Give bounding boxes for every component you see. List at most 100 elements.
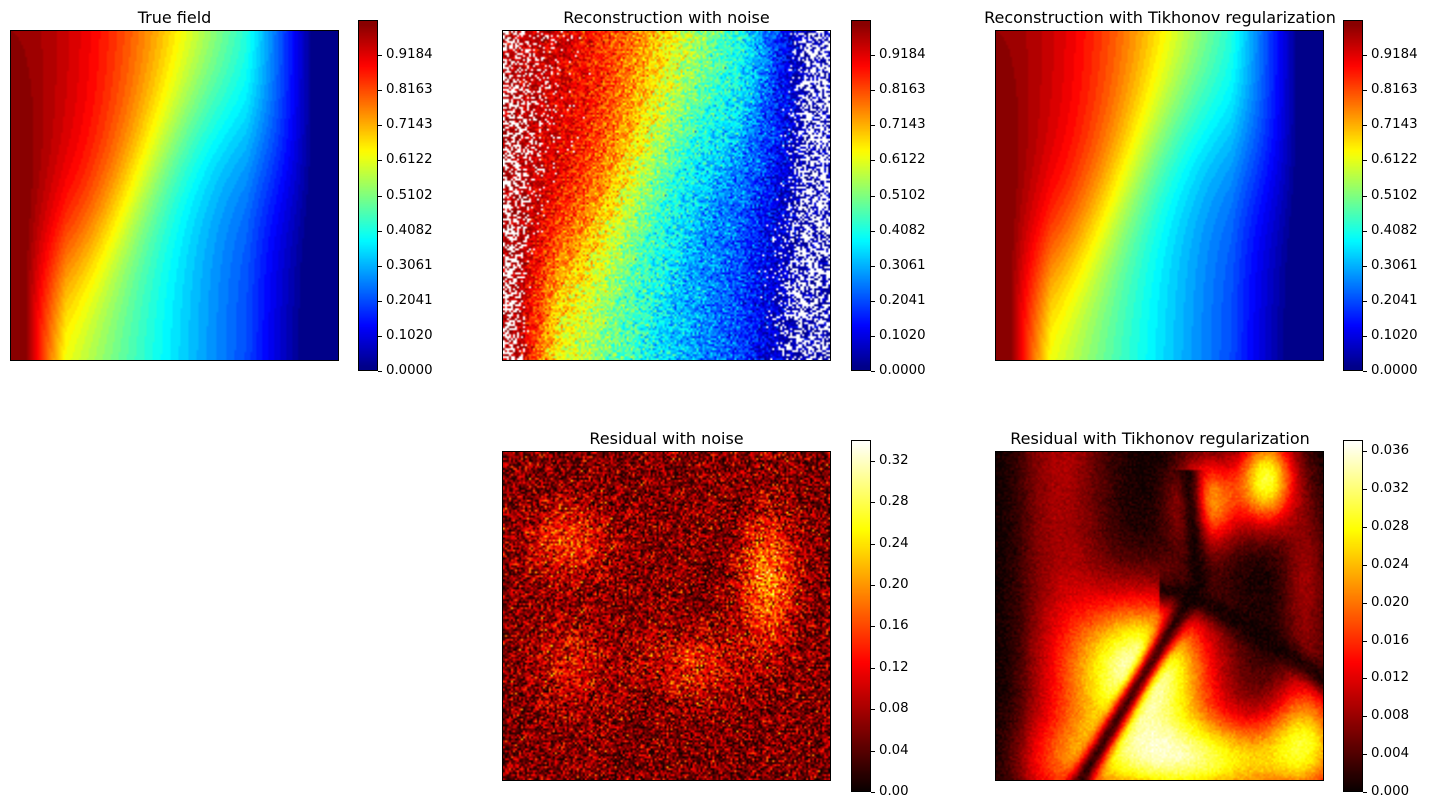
colorbar-tick-mark xyxy=(871,544,875,545)
colorbar-tick-label: 0.7143 xyxy=(378,117,433,132)
colorbar-tick-label: 0.036 xyxy=(1362,443,1410,458)
colorbar-tick-mark xyxy=(378,125,382,126)
colorbar-tick-mark xyxy=(871,301,875,302)
colorbar-tick-label: 0.3061 xyxy=(378,258,433,273)
colorbar-tick-mark xyxy=(1363,489,1367,490)
colorbar-tick-mark xyxy=(871,160,875,161)
colorbar-tick-label: 0.020 xyxy=(1362,595,1410,610)
recon-noise-heatmap xyxy=(502,30,831,361)
colorbar-tick-mark xyxy=(871,125,875,126)
colorbar-tick-label: 0.5102 xyxy=(871,188,926,203)
colorbar-tick-label: 0.024 xyxy=(1362,557,1410,572)
colorbar-tick-mark xyxy=(1363,754,1367,755)
colorbar-tick-label: 0.20 xyxy=(871,577,909,592)
colorbar-tick-mark xyxy=(871,502,875,503)
colorbar-tick-mark xyxy=(871,792,875,793)
recon-noise-title: Reconstruction with noise xyxy=(563,8,770,27)
colorbar-tick-label: 0.00 xyxy=(871,784,909,799)
colorbar-tick-label: 0.008 xyxy=(1362,708,1410,723)
recon-tikhonov-title: Reconstruction with Tikhonov regularizat… xyxy=(984,8,1336,27)
colorbar-tick-label: 0.9184 xyxy=(871,47,926,62)
colorbar-tick-mark xyxy=(1363,336,1367,337)
colorbar-tick-label: 0.6122 xyxy=(378,152,433,167)
resid-noise-colorbar xyxy=(851,440,871,792)
colorbar-tick-mark xyxy=(871,585,875,586)
colorbar-tick-label: 0.32 xyxy=(871,453,909,468)
colorbar-tick-mark xyxy=(378,266,382,267)
colorbar-tick-mark xyxy=(871,266,875,267)
recon-tikhonov-colorbar xyxy=(1343,20,1363,371)
recon-tikhonov-canvas xyxy=(996,31,1323,360)
colorbar-tick-mark xyxy=(378,90,382,91)
colorbar-tick-label: 0.8163 xyxy=(871,82,926,97)
true-field-colorbar xyxy=(358,20,378,371)
colorbar-tick-mark xyxy=(1363,527,1367,528)
colorbar-tick-mark xyxy=(871,336,875,337)
recon-tikhonov-heatmap xyxy=(995,30,1324,361)
colorbar-tick-label: 0.04 xyxy=(871,743,909,758)
colorbar-tick-mark xyxy=(1363,603,1367,604)
colorbar-tick-mark xyxy=(871,668,875,669)
colorbar-tick-label: 0.7143 xyxy=(1363,117,1418,132)
resid-tikhonov-heatmap xyxy=(995,451,1324,781)
colorbar-tick-mark xyxy=(1363,641,1367,642)
colorbar-tick-label: 0.3061 xyxy=(1363,258,1418,273)
colorbar-tick-label: 0.1020 xyxy=(1363,328,1418,343)
colorbar-tick-mark xyxy=(871,231,875,232)
colorbar-tick-label: 0.016 xyxy=(1362,633,1410,648)
resid-tikhonov-colorbar xyxy=(1343,440,1363,792)
colorbar-tick-label: 0.7143 xyxy=(871,117,926,132)
colorbar-tick-mark xyxy=(1363,678,1367,679)
colorbar-tick-label: 0.8163 xyxy=(1363,82,1418,97)
resid-tikhonov-title: Residual with Tikhonov regularization xyxy=(1010,429,1310,448)
colorbar-tick-mark xyxy=(1363,125,1367,126)
colorbar-tick-label: 0.004 xyxy=(1362,746,1410,761)
colorbar-tick-mark xyxy=(1363,565,1367,566)
colorbar-tick-mark xyxy=(1363,451,1367,452)
colorbar-tick-mark xyxy=(1363,716,1367,717)
colorbar-tick-mark xyxy=(378,336,382,337)
colorbar-tick-label: 0.8163 xyxy=(378,82,433,97)
colorbar-tick-label: 0.5102 xyxy=(1363,188,1418,203)
colorbar-tick-mark xyxy=(378,371,382,372)
colorbar-tick-label: 0.12 xyxy=(871,660,909,675)
colorbar-tick-label: 0.3061 xyxy=(871,258,926,273)
colorbar-tick-mark xyxy=(1363,792,1367,793)
resid-noise-canvas xyxy=(503,452,830,780)
resid-noise-heatmap xyxy=(502,451,831,781)
colorbar-tick-mark xyxy=(871,626,875,627)
colorbar-tick-label: 0.1020 xyxy=(378,328,433,343)
colorbar-tick-label: 0.0000 xyxy=(1363,363,1418,378)
resid-noise-title: Residual with noise xyxy=(589,429,744,448)
colorbar-tick-label: 0.9184 xyxy=(1363,47,1418,62)
colorbar-tick-mark xyxy=(1363,196,1367,197)
colorbar-tick-mark xyxy=(378,196,382,197)
colorbar-tick-mark xyxy=(871,196,875,197)
jet-colorbar-canvas xyxy=(852,21,870,370)
colorbar-tick-mark xyxy=(378,55,382,56)
hot-colorbar-canvas xyxy=(1344,441,1362,791)
colorbar-tick-label: 0.4082 xyxy=(378,223,433,238)
true-field-heatmap xyxy=(10,30,339,361)
recon-noise-canvas xyxy=(503,31,830,360)
colorbar-tick-label: 0.0000 xyxy=(378,363,433,378)
colorbar-tick-mark xyxy=(1363,231,1367,232)
colorbar-tick-label: 0.08 xyxy=(871,701,909,716)
colorbar-tick-mark xyxy=(378,231,382,232)
colorbar-tick-mark xyxy=(378,160,382,161)
colorbar-tick-label: 0.24 xyxy=(871,536,909,551)
true-field-canvas xyxy=(11,31,338,360)
colorbar-tick-label: 0.000 xyxy=(1362,784,1410,799)
colorbar-tick-mark xyxy=(871,751,875,752)
colorbar-tick-label: 0.4082 xyxy=(871,223,926,238)
jet-colorbar-canvas xyxy=(359,21,377,370)
colorbar-tick-label: 0.028 xyxy=(1362,519,1410,534)
colorbar-tick-label: 0.2041 xyxy=(378,293,433,308)
recon-noise-colorbar xyxy=(851,20,871,371)
colorbar-tick-mark xyxy=(871,371,875,372)
colorbar-tick-label: 0.5102 xyxy=(378,188,433,203)
colorbar-tick-label: 0.6122 xyxy=(871,152,926,167)
colorbar-tick-label: 0.0000 xyxy=(871,363,926,378)
true-field-title: True field xyxy=(137,8,212,27)
colorbar-tick-mark xyxy=(1363,301,1367,302)
